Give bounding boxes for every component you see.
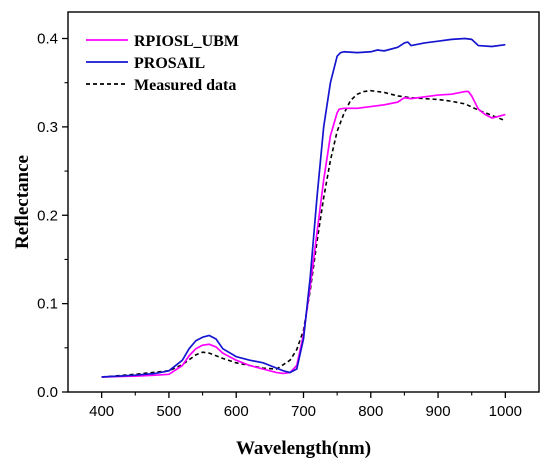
legend: RPIOSL_UBM PROSAIL Measured data xyxy=(86,33,239,94)
legend-label: PROSAIL xyxy=(134,55,205,72)
x-axis-title: Wavelength(nm) xyxy=(236,438,371,459)
x-tick-label: 600 xyxy=(224,403,249,420)
y-tick-label: 0.1 xyxy=(37,296,58,313)
x-tick-label: 500 xyxy=(156,403,181,420)
y-axis-ticks: 0.0 0.1 0.2 0.3 0.4 xyxy=(37,31,68,401)
x-tick-label: 700 xyxy=(291,403,316,420)
y-tick-label: 0.3 xyxy=(37,119,58,136)
y-tick-label: 0.0 xyxy=(37,384,58,401)
x-axis-ticks: 400 500 600 700 800 900 1000 xyxy=(89,392,522,420)
series-line-prosail xyxy=(101,37,506,378)
x-tick-label: 800 xyxy=(358,403,383,420)
y-tick-label: 0.2 xyxy=(37,207,58,224)
legend-label: Measured data xyxy=(134,77,236,94)
x-tick-label: 900 xyxy=(426,403,451,420)
x-tick-label: 1000 xyxy=(489,403,522,420)
series-line-measured-data xyxy=(101,89,506,378)
y-axis-title: Reflectance xyxy=(12,155,33,249)
x-tick-label: 400 xyxy=(89,403,114,420)
series-layer xyxy=(101,37,506,378)
series-line-rpiosl-ubm xyxy=(101,90,506,378)
y-tick-label: 0.4 xyxy=(37,31,58,48)
legend-label: RPIOSL_UBM xyxy=(134,33,239,50)
